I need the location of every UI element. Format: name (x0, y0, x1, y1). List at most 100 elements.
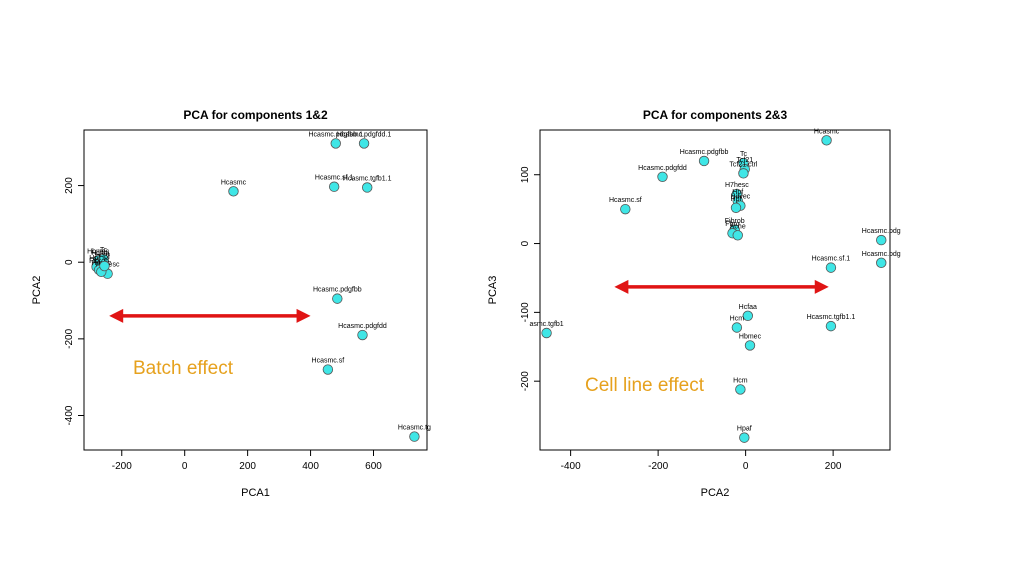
y-axis-label: PCA2 (31, 276, 43, 305)
point-label: Hcasmc.pdgfdd (338, 323, 387, 330)
data-point (732, 230, 743, 241)
data-point (328, 181, 340, 192)
x-tick-label: 0 (182, 461, 188, 472)
y-tick-label: -100 (520, 302, 531, 322)
point-label: Fbro (725, 221, 740, 228)
x-tick-label: 0 (743, 461, 749, 472)
data-point (825, 320, 837, 332)
point-label: Hcasmc.sf.1 (315, 175, 354, 182)
x-tick-label: 400 (302, 461, 319, 472)
data-point (738, 168, 749, 179)
y-tick-label: 0 (64, 259, 75, 265)
point-label: Hcasmc.tg (398, 425, 431, 432)
data-point (744, 340, 756, 351)
point-label: Hpf (99, 254, 110, 261)
data-point (825, 262, 837, 273)
double-arrow-icon (614, 279, 829, 294)
point-label: Hbmec (87, 248, 110, 255)
data-point (698, 155, 710, 167)
data-point (332, 293, 343, 304)
point-label: Hpaf (737, 426, 752, 433)
point-label: Hcasmc.sf.1 (812, 256, 851, 263)
data-point (730, 202, 742, 213)
point-label: Hcm (733, 377, 748, 384)
point-label: Hpf (731, 196, 742, 203)
data-point (362, 182, 373, 193)
point-label: Hcasmc.pdgfbb (313, 287, 362, 294)
point-label: Hpaf (89, 255, 104, 262)
arrow-head-right (296, 308, 311, 323)
x-tick-label: -200 (112, 461, 132, 472)
chart-title: PCA for components 1&2 (183, 108, 328, 122)
x-tick-label: 200 (825, 461, 842, 472)
effect-annotation: Batch effect (133, 358, 234, 379)
data-point (657, 171, 668, 182)
point-label: Tcf21 (736, 157, 753, 164)
point-label: asmc.tgfb1 (529, 321, 563, 328)
pca-plot-components-2-3: PCA for components 2&3 -400 -200 0 200 -200 -1… (487, 108, 901, 499)
data-point (821, 135, 832, 146)
point-label: Hcasmc.pdg (862, 228, 901, 235)
data-point (99, 260, 110, 272)
point-label: Hcasmc.pdgfbb.1 (309, 131, 364, 138)
y-tick-label: -400 (64, 405, 75, 425)
y-tick-label: -200 (64, 328, 75, 348)
point-label: Tcf21.ctrl (729, 161, 757, 168)
point-label: Hcasmc.pdgfbb (680, 149, 729, 156)
data-point (620, 203, 631, 215)
arrow-head-right (814, 279, 829, 294)
point-label: Fibrob (725, 218, 745, 225)
data-point (731, 322, 743, 333)
plot-frame (539, 129, 891, 451)
data-point (409, 431, 420, 442)
point-label: Ache (730, 223, 746, 230)
x-axis-label: PCA1 (241, 487, 270, 499)
point-label: Hcasmc (221, 179, 247, 186)
point-label: Huvec (730, 194, 750, 201)
point-label: Hpf (732, 189, 743, 196)
point-label: Tc (740, 151, 748, 158)
data-point (357, 329, 368, 341)
double-arrow-icon (109, 308, 311, 323)
point-label: Tc (100, 247, 108, 254)
point-label: Hcfaa (739, 304, 757, 311)
data-point (322, 364, 334, 375)
x-tick-label: -400 (561, 461, 581, 472)
x-axis-label: PCA2 (701, 487, 730, 499)
data-point (330, 138, 341, 149)
data-point (742, 310, 754, 322)
point-label: Hcasmc (814, 128, 840, 135)
point-label: Hcasmc.tgfb1.1 (807, 314, 856, 321)
arrow-head-left (109, 308, 124, 323)
x-tick-label: -200 (648, 461, 668, 472)
point-label: Fibrob (89, 258, 109, 265)
data-point (541, 327, 552, 339)
y-tick-label: 0 (520, 240, 531, 246)
data-point (228, 186, 239, 197)
pca-plot-components-1-2: PCA for components 1&2 -200 0 200 400 600 -400… (31, 108, 431, 499)
x-tick-label: 200 (239, 461, 256, 472)
y-tick-label: 200 (64, 177, 75, 194)
data-point (735, 384, 746, 395)
plot-frame (83, 129, 428, 451)
point-label: Hcasmc.sf (312, 358, 345, 365)
data-point (739, 432, 750, 443)
y-tick-label: 100 (520, 166, 531, 183)
point-label: Hcfaa (91, 250, 109, 257)
chart-title: PCA for components 2&3 (643, 108, 788, 122)
data-point (358, 138, 370, 149)
effect-annotation: Cell line effect (585, 375, 705, 396)
y-axis-label: PCA3 (487, 276, 499, 305)
point-label: Hcasmc.sf (609, 197, 642, 204)
x-tick-label: 600 (365, 461, 382, 472)
data-point (876, 234, 887, 246)
point-label: Hbmec (739, 333, 762, 340)
point-label: Hcasmc.pdg (862, 251, 901, 258)
data-point (876, 257, 887, 269)
point-label: Hcasmc.tgfb1.1 (343, 175, 392, 182)
arrow-head-left (614, 279, 629, 294)
point-label: Hcasmc.pdgfdd (638, 165, 687, 172)
point-label: Hcm (730, 316, 745, 323)
point-label: Hcasmc.pdgfdd.1 (337, 131, 392, 138)
